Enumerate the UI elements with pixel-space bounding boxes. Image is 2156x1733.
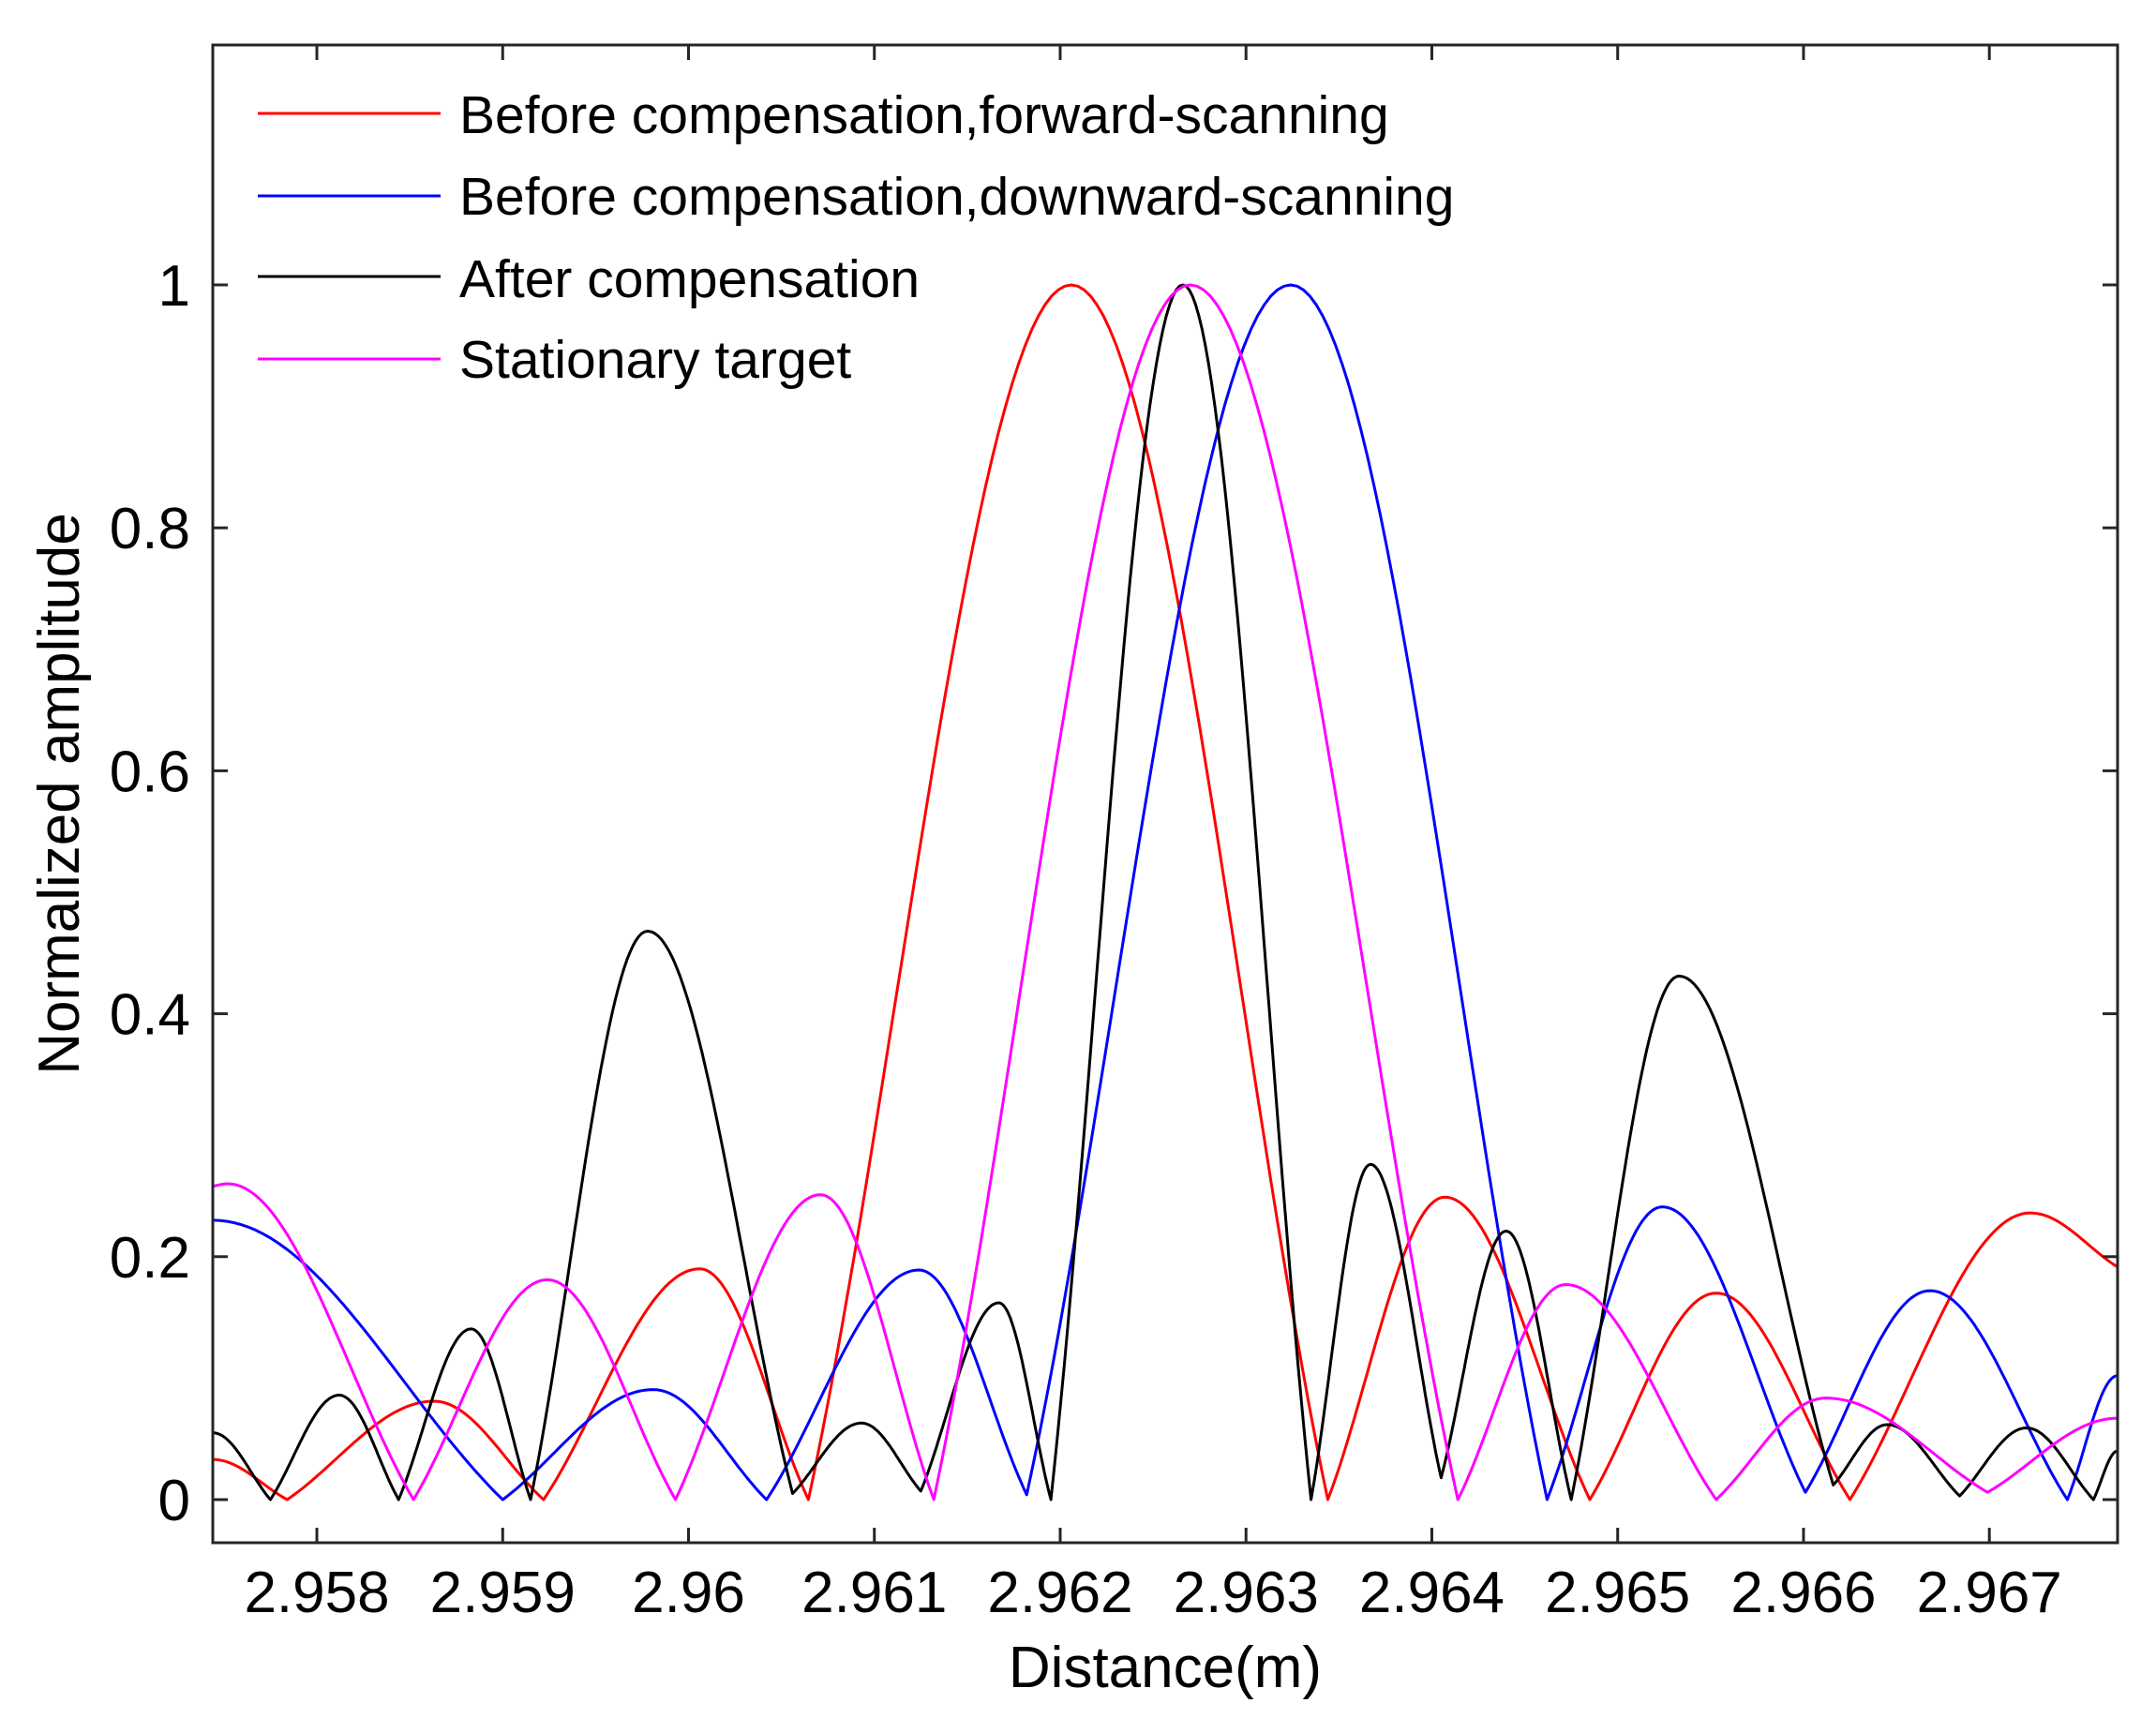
x-tick-label: 2.961: [801, 1561, 947, 1625]
series-line-before-compensation-downward-scanning: [213, 283, 2118, 1501]
legend-label: Stationary target: [459, 330, 851, 390]
y-tick-label: 0.8: [110, 497, 190, 561]
x-tick-label: 2.966: [1730, 1561, 1876, 1625]
x-tick-label: 2.964: [1359, 1561, 1505, 1625]
x-tick-label: 2.96: [632, 1561, 745, 1625]
legend-item-forward-scanning: Before compensation,forward-scanning: [258, 85, 1389, 145]
legend-item-downward-scanning: Before compensation,downward-scanning: [258, 167, 1454, 227]
y-tick-label: 1: [158, 254, 190, 319]
series-line-before-compensation-forward-scanning: [213, 283, 2118, 1501]
legend-item-after-compensation: After compensation: [258, 249, 920, 309]
legend-label: After compensation: [459, 249, 920, 309]
y-tick-label: 0.4: [110, 983, 190, 1048]
legend-item-stationary-target: Stationary target: [258, 330, 851, 390]
tick-labels: 2.958 2.959 2.96 2.961 2.962 2.963 2.964 2.965 2…: [110, 254, 2062, 1625]
x-tick-label: 2.959: [430, 1561, 576, 1625]
legend-label: Before compensation,forward-scanning: [459, 85, 1389, 145]
y-axis-label: Normalized amplitude: [27, 513, 92, 1075]
x-tick-label: 2.965: [1545, 1561, 1690, 1625]
series-layer: [213, 283, 2118, 1501]
y-tick-label: 0: [158, 1469, 190, 1533]
axis-ticks: [213, 45, 2118, 1543]
y-tick-label: 0.6: [110, 740, 190, 804]
x-axis-label: Distance(m): [1009, 1636, 1322, 1700]
x-tick-label: 2.962: [987, 1561, 1132, 1625]
legend: Before compensation,forward-scanning Bef…: [258, 85, 1454, 390]
x-tick-label: 2.958: [244, 1561, 389, 1625]
series-line-stationary-target: [213, 283, 2118, 1501]
legend-label: Before compensation,downward-scanning: [459, 167, 1454, 227]
x-tick-label: 2.967: [1917, 1561, 2062, 1625]
axes-box: [211, 43, 2119, 1545]
series-line-after-compensation: [213, 283, 2118, 1501]
y-tick-label: 0.2: [110, 1226, 190, 1291]
x-tick-label: 2.963: [1174, 1561, 1319, 1625]
